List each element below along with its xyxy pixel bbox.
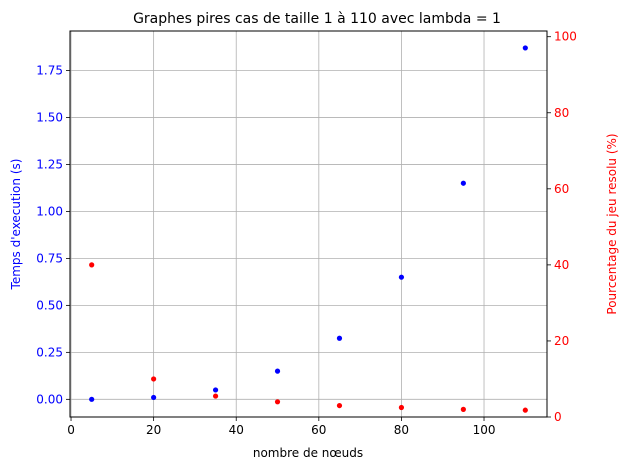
percentage-point	[398, 404, 405, 411]
left-y-tick-label: 0.00	[36, 392, 63, 406]
left-y-axis-ticks: 0.00 0.25 0.50 0.75 1.00 1.25 1.50 1.75	[36, 63, 70, 406]
plot-frame	[69, 30, 548, 418]
percentage-point	[212, 393, 219, 399]
x-tick-label: 0	[67, 423, 75, 437]
right-y-tick-label: 60	[554, 182, 569, 196]
left-y-tick-label: 1.50	[36, 110, 63, 124]
percentage-point	[336, 402, 343, 409]
left-y-tick-label: 1.75	[36, 63, 63, 77]
percentage-point	[522, 407, 528, 413]
percentage-point	[89, 262, 95, 268]
x-tick-label: 80	[394, 423, 409, 437]
time-point	[212, 387, 219, 393]
x-axis-ticks: 0 20 40 60 80 100	[67, 417, 495, 437]
left-y-tick-label: 1.00	[36, 204, 63, 218]
left-y-tick-label: 1.25	[36, 157, 63, 171]
right-y-axis-ticks: 0 20 40 60 80 100	[547, 30, 577, 424]
right-y-tick-label: 0	[554, 410, 562, 424]
time-point	[398, 274, 405, 280]
time-point	[274, 368, 281, 374]
time-point	[460, 180, 466, 186]
right-y-tick-label: 40	[554, 258, 569, 272]
x-tick-label: 20	[146, 423, 161, 437]
left-y-tick-label: 0.50	[36, 298, 63, 312]
time-point	[89, 396, 95, 402]
left-y-axis-label: Temps d'execution (s)	[9, 159, 23, 291]
right-y-tick-label: 100	[554, 30, 577, 44]
x-axis-label: nombre de nœuds	[253, 446, 363, 460]
x-tick-label: 60	[311, 423, 326, 437]
right-y-axis-label: Pourcentage du jeu resolu (%)	[605, 133, 619, 314]
percentage-point	[274, 399, 281, 405]
left-y-tick-label: 0.25	[36, 345, 63, 359]
right-y-tick-label: 80	[554, 106, 569, 120]
percentage-point	[460, 406, 466, 412]
x-tick-label: 100	[473, 423, 496, 437]
data-points	[89, 45, 528, 413]
percentage-point	[151, 376, 157, 382]
time-point	[151, 394, 157, 401]
grid-lines	[70, 31, 547, 417]
left-y-tick-label: 0.75	[36, 251, 63, 265]
time-point	[522, 45, 528, 51]
time-point	[336, 335, 343, 341]
right-y-tick-label: 20	[554, 334, 569, 348]
chart-title: Graphes pires cas de taille 1 à 110 avec…	[133, 11, 501, 27]
x-tick-label: 40	[229, 423, 244, 437]
